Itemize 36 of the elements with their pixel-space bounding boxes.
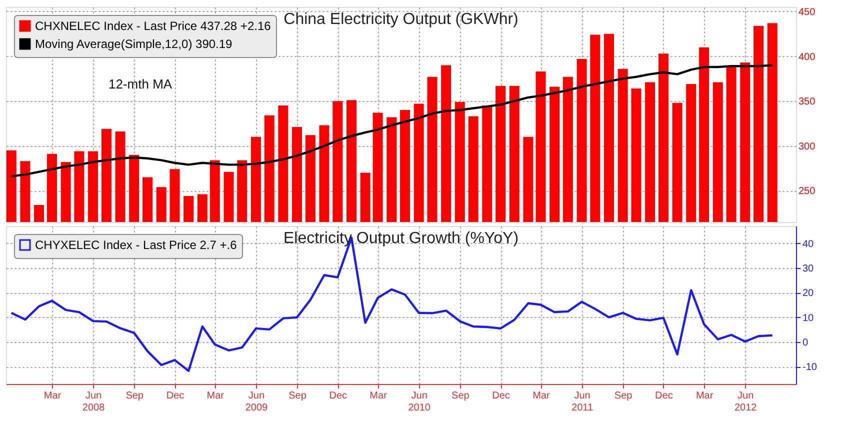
x-tick-label: Mar [206,390,225,402]
x-tick-label: Dec [166,390,184,402]
y-tick-label: -10 [802,362,818,374]
x-tick-label: Jun 2008 [82,390,106,414]
y-tick-label: 250 [798,186,816,198]
x-tick-label: Sep [452,390,470,402]
y-tick-label: 40 [802,238,814,250]
x-tick-label: Mar [370,390,388,402]
line-series [10,64,774,178]
x-tick-label: Sep [614,390,633,402]
x-tick-label: Jun 2010 [408,390,431,414]
annotation: 12-mth MA [108,76,172,92]
chart-title: Electricity Output Growth (%YoY) [283,230,519,247]
x-tick-label: Sep [126,390,144,402]
y-tick-label: 450 [798,6,816,18]
x-tick-label: Jun 2011 [572,390,594,414]
x-tick-label: Jun 2012 [734,390,758,414]
x-tick-label: Jun 2009 [245,390,268,414]
x-tick-label: Mar [532,390,550,402]
x-tick-label: Mar [44,390,62,402]
legend-label: CHXNELEC Index - Last Price 437.28 +2.16 [35,19,272,33]
x-tick-label: Dec [655,390,673,402]
y-tick-label: 300 [798,141,816,152]
legend-label: CHYXELEC Index - Last Price 2.7 +.6 [35,238,238,252]
chart-title: China Electricity Output (GKWhr) [284,11,518,28]
legend-label: Moving Average(Simple,12,0) 390.19 [35,37,233,51]
y-tick-label: 400 [798,52,816,63]
y-tick-label: 350 [798,96,816,108]
y-tick-label: 20 [802,288,814,300]
x-tick-label: Sep [288,390,307,402]
x-tick-label: Dec [492,390,510,402]
x-tick-label: Dec [329,390,348,402]
y-tick-label: 10 [802,312,814,324]
y-tick-label: 0 [802,338,808,349]
y-tick-label: 30 [802,263,814,274]
x-tick-label: Mar [696,390,714,402]
